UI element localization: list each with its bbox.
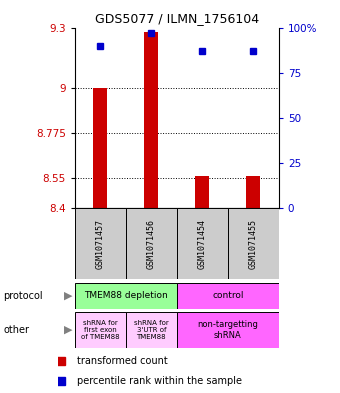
Text: shRNA for
first exon
of TMEM88: shRNA for first exon of TMEM88 xyxy=(81,320,120,340)
Bar xyxy=(93,88,107,208)
Bar xyxy=(228,208,279,279)
Text: transformed count: transformed count xyxy=(77,356,168,367)
Bar xyxy=(177,208,228,279)
Text: control: control xyxy=(212,291,243,300)
Text: GSM1071456: GSM1071456 xyxy=(147,219,156,269)
Title: GDS5077 / ILMN_1756104: GDS5077 / ILMN_1756104 xyxy=(95,12,259,25)
Text: protocol: protocol xyxy=(3,291,43,301)
Bar xyxy=(195,176,209,208)
Text: percentile rank within the sample: percentile rank within the sample xyxy=(77,376,242,386)
Bar xyxy=(75,283,177,309)
Bar xyxy=(126,208,177,279)
Text: shRNA for
3'UTR of
TMEM88: shRNA for 3'UTR of TMEM88 xyxy=(134,320,169,340)
Bar xyxy=(75,208,126,279)
Text: GSM1071455: GSM1071455 xyxy=(249,219,258,269)
Bar xyxy=(126,312,177,348)
Bar xyxy=(177,283,279,309)
Bar xyxy=(75,312,126,348)
Text: GSM1071454: GSM1071454 xyxy=(198,219,207,269)
Bar xyxy=(177,312,279,348)
Bar xyxy=(144,31,158,208)
Text: GSM1071457: GSM1071457 xyxy=(96,219,105,269)
Text: TMEM88 depletion: TMEM88 depletion xyxy=(84,291,168,300)
Text: other: other xyxy=(3,325,29,335)
Bar xyxy=(246,176,260,208)
Text: ▶: ▶ xyxy=(64,325,72,335)
Text: non-targetting
shRNA: non-targetting shRNA xyxy=(197,320,258,340)
Text: ▶: ▶ xyxy=(64,291,72,301)
